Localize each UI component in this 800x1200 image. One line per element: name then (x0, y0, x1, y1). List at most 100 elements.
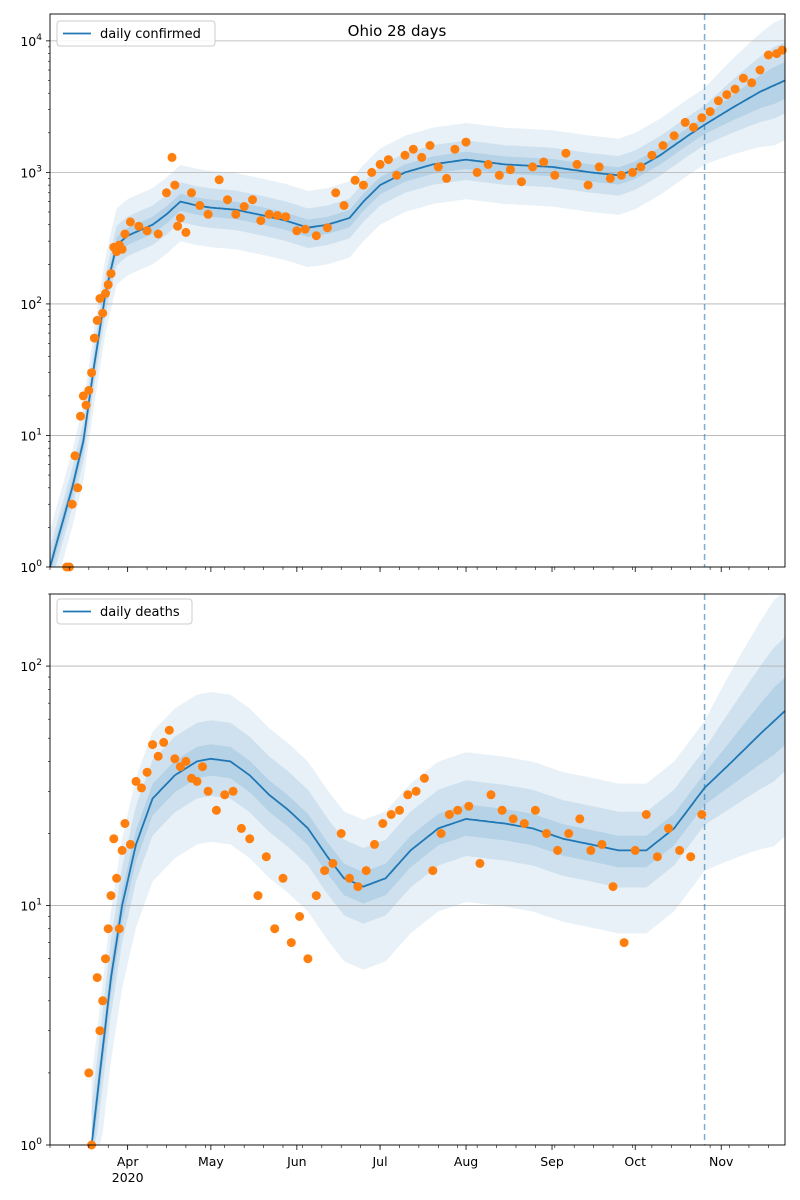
y-tick-label: 101 (20, 427, 42, 443)
observed-point (167, 152, 177, 162)
y-tick-label: 102 (20, 658, 42, 674)
observed-point (763, 50, 773, 60)
x-tick-label: Oct (624, 1154, 646, 1169)
observed-point (162, 188, 171, 198)
observed-point (89, 333, 99, 343)
observed-point (583, 180, 593, 190)
observed-point (444, 810, 454, 819)
observed-point (220, 790, 230, 800)
observed-point (137, 783, 146, 793)
observed-point (142, 226, 152, 236)
observed-point (170, 754, 180, 764)
observed-point (181, 227, 191, 237)
x-tick-year-label: 2020 (112, 1170, 144, 1185)
observed-point (112, 873, 122, 883)
observed-point (747, 78, 757, 88)
observed-point (336, 829, 346, 838)
y-tick-label: 102 (20, 296, 42, 312)
observed-point (203, 209, 213, 219)
deaths-legend: daily deaths (56, 598, 193, 625)
observed-point (755, 65, 765, 75)
observed-point (428, 866, 438, 876)
observed-point (84, 1068, 94, 1078)
observed-point (417, 152, 427, 162)
observed-point (411, 786, 421, 796)
observed-point (98, 308, 108, 318)
observed-point (76, 411, 85, 421)
observed-point (114, 924, 124, 934)
observed-point (300, 224, 310, 234)
observed-point (730, 84, 740, 94)
confirmed-axes-frame (49, 13, 786, 568)
observed-point (311, 891, 321, 901)
observed-point (486, 790, 496, 800)
observed-point (669, 131, 679, 141)
observed-point (652, 852, 662, 862)
observed-point (70, 451, 80, 461)
observed-point (103, 924, 113, 934)
deaths-axes-frame (49, 593, 786, 1146)
observed-point (109, 834, 119, 844)
observed-point (117, 244, 127, 254)
observed-point (408, 144, 418, 154)
observed-point (777, 45, 787, 55)
observed-point (170, 180, 180, 190)
observed-point (403, 790, 413, 800)
confirmed-fit-line (49, 79, 786, 568)
observed-point (148, 740, 158, 750)
deaths-observed-points (84, 725, 707, 1150)
outer-uncertainty-band (50, 17, 785, 567)
observed-point (517, 177, 526, 187)
observed-point (630, 845, 640, 855)
observed-point (697, 113, 707, 123)
observed-point (142, 767, 152, 777)
middle-uncertainty-band (91, 637, 786, 1145)
observed-point (339, 201, 349, 210)
fit-series-line (49, 79, 786, 568)
observed-point (87, 368, 97, 378)
observed-point (713, 96, 723, 106)
observed-point (483, 159, 493, 169)
observed-point (586, 845, 596, 855)
observed-point (278, 873, 288, 883)
observed-point (311, 231, 321, 241)
observed-point (203, 786, 213, 796)
observed-point (647, 150, 657, 160)
observed-point (303, 954, 313, 964)
observed-point (153, 751, 163, 761)
observed-point (67, 499, 77, 509)
observed-point (236, 823, 246, 833)
observed-point (689, 122, 698, 132)
x-tick-label: Apr (117, 1154, 139, 1169)
chart-title: Ohio 28 days (348, 22, 447, 40)
observed-point (264, 209, 274, 219)
observed-point (370, 839, 379, 849)
observed-point (73, 483, 83, 493)
observed-point (675, 845, 685, 855)
observed-point (575, 814, 585, 824)
observed-point (103, 280, 113, 290)
confirmed-x-axis (49, 567, 769, 572)
observed-point (81, 400, 91, 410)
observed-point (658, 141, 668, 150)
observed-point (228, 786, 238, 796)
observed-point (353, 882, 363, 892)
observed-point (187, 188, 196, 198)
observed-point (594, 162, 604, 172)
observed-point (475, 858, 485, 868)
observed-point (361, 866, 371, 876)
observed-point (101, 954, 110, 964)
legend-box (56, 598, 193, 625)
legend-label: daily confirmed (100, 27, 201, 42)
observed-point (181, 756, 191, 766)
observed-point (664, 823, 673, 833)
observed-point (286, 938, 296, 948)
observed-point (508, 814, 518, 824)
x-tick-label: Aug (454, 1154, 478, 1169)
observed-point (553, 845, 563, 855)
observed-point (564, 829, 574, 838)
observed-point (328, 858, 338, 868)
observed-point (530, 805, 540, 815)
y-tick-label: 101 (20, 898, 42, 914)
